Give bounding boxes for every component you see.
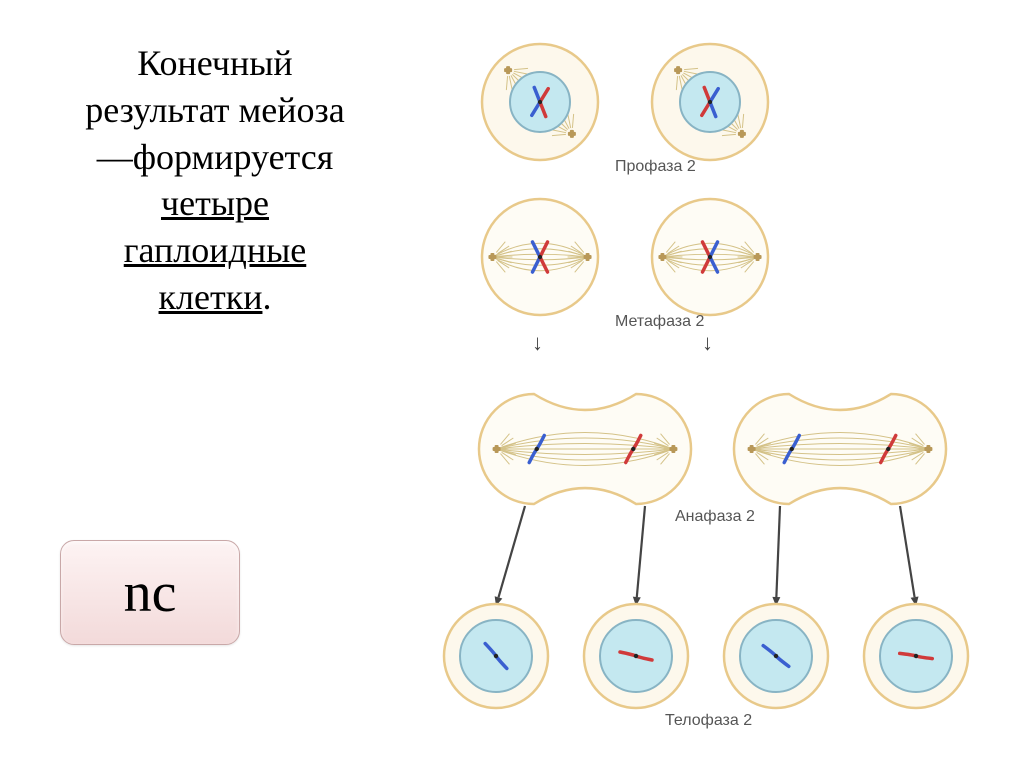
down-arrow: ↓: [532, 330, 543, 356]
anaphase-cell-2: [730, 390, 958, 508]
prophase-label: Профаза 2: [615, 158, 696, 176]
text-period: .: [262, 277, 271, 317]
text-underlined: гаплоидные: [124, 230, 307, 270]
metaphase-cell-2: [648, 195, 772, 319]
down-arrow: ↓: [702, 330, 713, 356]
text-line: Конечный: [137, 43, 292, 83]
meiosis-diagram: Профаза 2 Метафаза 2↓↓: [420, 20, 1000, 750]
split-arrow: [894, 500, 922, 612]
telophase-cell-4: [860, 600, 972, 712]
prophase-cell-2: [648, 40, 772, 164]
anaphase-label: Анафаза 2: [675, 508, 755, 526]
text-underlined: клетки: [159, 277, 263, 317]
metaphase-label: Метафаза 2: [615, 313, 704, 331]
telophase-label: Телофаза 2: [665, 712, 752, 730]
nc-formula-box: nc: [60, 540, 240, 645]
text-underlined: четыре: [161, 183, 269, 223]
anaphase-cell-1: [475, 390, 703, 508]
text-line: —формируется: [97, 137, 334, 177]
nc-label: nc: [124, 561, 177, 625]
split-arrow: [770, 500, 786, 612]
telophase-cell-2: [580, 600, 692, 712]
telophase-cell-3: [720, 600, 832, 712]
prophase-cell-1: [478, 40, 602, 164]
split-arrow: [490, 500, 531, 612]
description-text-block: Конечный результат мейоза —формируется ч…: [30, 40, 400, 321]
split-arrow: [630, 500, 651, 612]
main-text: Конечный результат мейоза —формируется ч…: [30, 40, 400, 321]
metaphase-cell-1: [478, 195, 602, 319]
telophase-cell-1: [440, 600, 552, 712]
text-line: результат мейоза: [85, 90, 345, 130]
